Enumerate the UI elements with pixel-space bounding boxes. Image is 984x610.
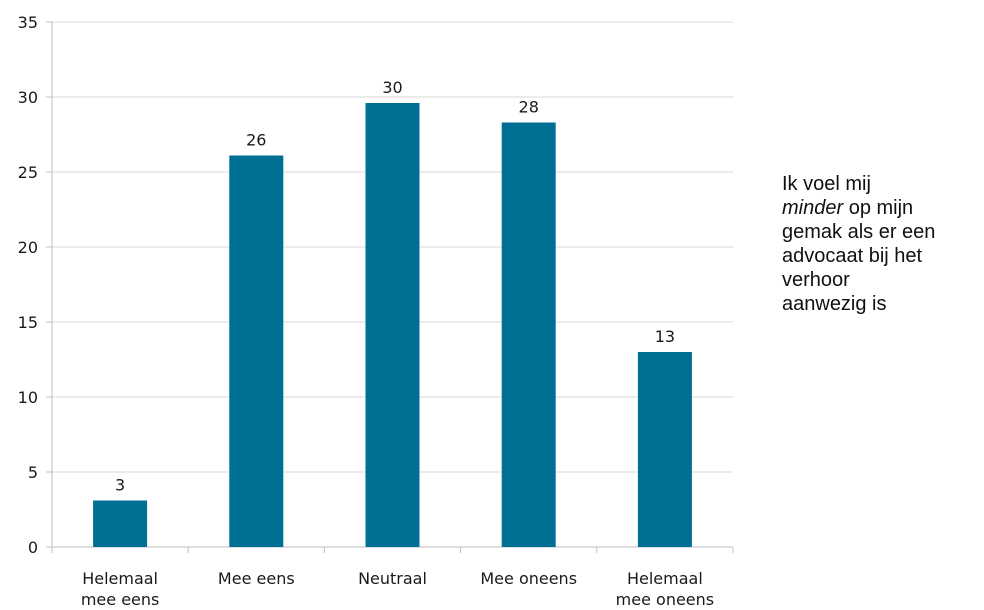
annotation-line-2-rest: op mijn <box>843 197 914 219</box>
y-tick-label: 15 <box>18 313 38 332</box>
x-category-label-line: mee oneens <box>616 590 714 609</box>
y-tick-label: 5 <box>28 463 38 482</box>
x-category-label-line: Helemaal <box>627 569 703 588</box>
bar <box>93 500 148 547</box>
x-category-label: Helemaal mee oneens <box>616 569 714 609</box>
y-axis-ticks: 0 5 10 15 20 25 30 35 <box>18 13 38 557</box>
bar <box>229 155 284 547</box>
data-label: 26 <box>246 131 266 150</box>
annotation-italic-word: minder <box>782 197 844 219</box>
series-annotation: Ik voel mij minder op mijn gemak als er … <box>782 172 982 316</box>
x-category-label-line: mee eens <box>81 590 160 609</box>
annotation-line-1: Ik voel mij <box>782 173 871 195</box>
y-tick-label: 30 <box>18 88 38 107</box>
annotation-line-3: gemak als er een <box>782 221 936 243</box>
x-axis-labels: Helemaal mee eens Mee eens Neutraal Mee onee… <box>81 569 714 609</box>
y-tick-label: 0 <box>28 538 38 557</box>
data-label: 30 <box>382 78 402 97</box>
x-category-label-line: Mee eens <box>218 569 295 588</box>
y-tick-label: 20 <box>18 238 38 257</box>
data-label: 3 <box>115 476 125 495</box>
x-category-label-line: Mee oneens <box>480 569 577 588</box>
data-labels: 3 26 30 28 13 <box>115 78 675 495</box>
x-category-label-line: Neutraal <box>358 569 427 588</box>
x-category-label-line: Helemaal <box>82 569 158 588</box>
x-category-label: Mee oneens <box>480 569 577 588</box>
y-tick-label: 25 <box>18 163 38 182</box>
x-category-label: Neutraal <box>358 569 427 588</box>
bar <box>365 103 420 547</box>
data-label: 13 <box>655 327 675 346</box>
x-category-label: Helemaal mee eens <box>81 569 160 609</box>
x-category-label: Mee eens <box>218 569 295 588</box>
y-tick-label: 10 <box>18 388 38 407</box>
annotation-line-6: aanwezig is <box>782 293 887 315</box>
annotation-line-5: verhoor <box>782 269 850 291</box>
bar <box>501 122 556 547</box>
annotation-line-4: advocaat bij het <box>782 245 923 267</box>
bar <box>637 352 692 547</box>
data-label: 28 <box>519 98 539 117</box>
y-tick-label: 35 <box>18 13 38 32</box>
bars <box>93 103 692 547</box>
annotation-line-2: minder op mijn <box>782 196 982 220</box>
